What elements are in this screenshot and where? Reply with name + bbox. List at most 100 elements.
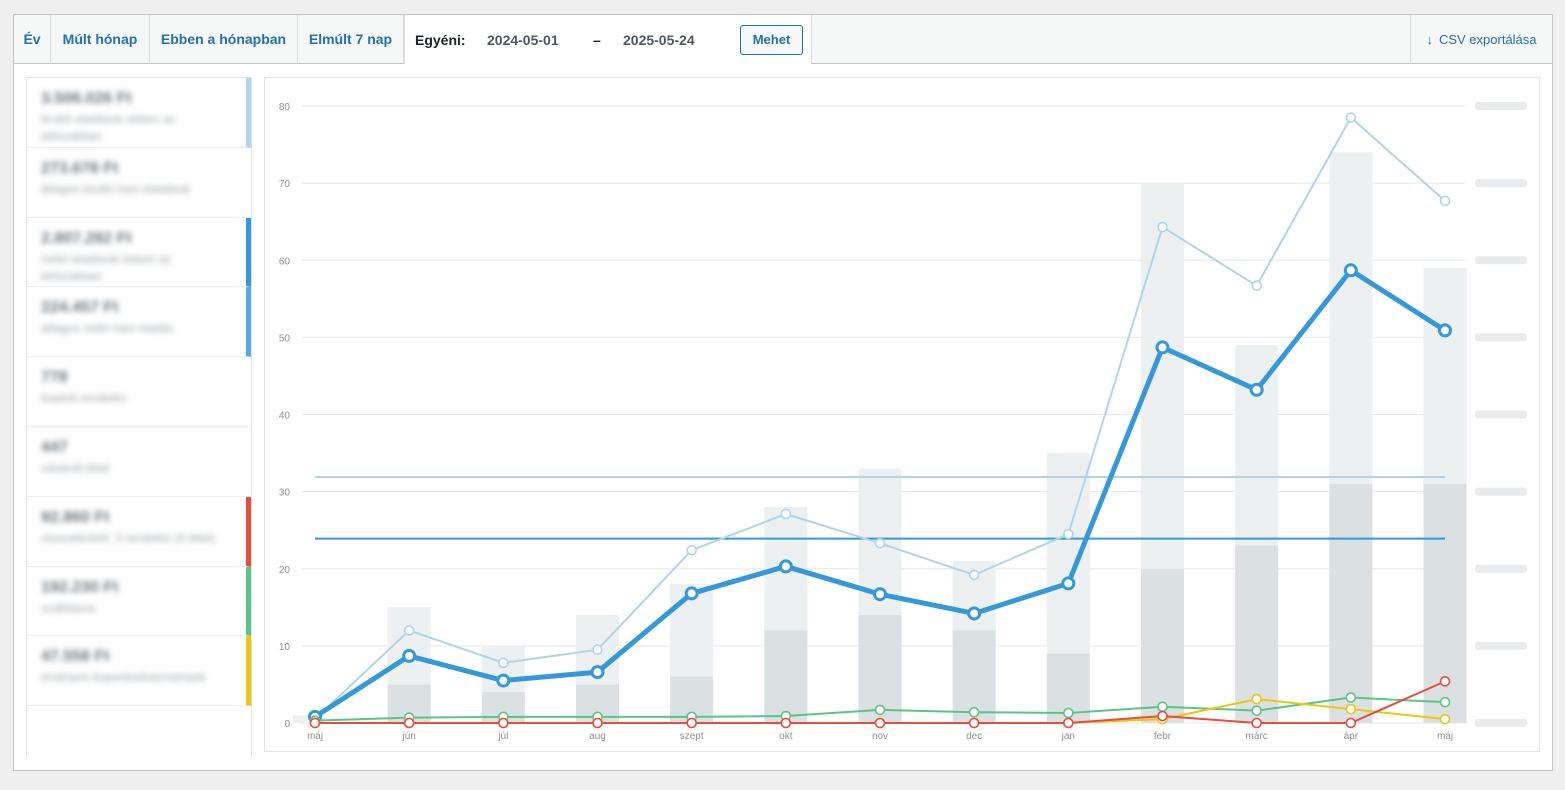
data-point — [498, 657, 509, 669]
y2-tick-label-blurred — [1475, 641, 1527, 650]
data-point — [402, 648, 417, 663]
bar — [293, 715, 320, 723]
legend-amount: 778 — [41, 369, 68, 387]
data-point — [1438, 323, 1452, 338]
data-point — [496, 673, 511, 688]
data-point — [686, 717, 697, 729]
y-tick-label: 10 — [279, 642, 291, 653]
data-point — [590, 665, 605, 680]
legend-description: leadott rendelés — [41, 391, 127, 406]
data-point — [1343, 263, 1358, 278]
legend-description: szállításra — [41, 600, 96, 615]
data-point — [780, 717, 792, 729]
y2-tick-label-blurred — [1475, 564, 1527, 573]
data-point — [1157, 701, 1168, 713]
csv-export-label: CSV exportálása — [1438, 32, 1537, 47]
legend-description: bruttó eladások ebben az időszakban — [41, 112, 176, 143]
data-point — [498, 717, 509, 729]
legend-item[interactable]: 47.558 Ft érvényes kuponkedvezmények — [27, 636, 251, 707]
data-point — [1439, 676, 1451, 687]
legend-item[interactable]: 3.506.026 Ft bruttó eladások ebben az idő… — [27, 78, 251, 148]
data-point — [874, 537, 886, 549]
legend-item[interactable]: 92.860 Ft visszatérített: 3 rendelés (4 t… — [27, 496, 251, 567]
data-point — [1251, 280, 1262, 292]
date-separator: – — [593, 32, 601, 48]
date-to-input[interactable]: 2025-05-24 — [623, 32, 695, 48]
data-point — [873, 587, 887, 602]
x-tick-label: febr — [1154, 731, 1172, 742]
legend-description: nettó eladások ebben az időszakban — [41, 251, 172, 283]
x-tick-label: máj — [307, 731, 323, 742]
data-point — [1439, 195, 1451, 207]
x-tick-label: jún — [401, 731, 415, 742]
bar — [764, 630, 808, 723]
download-arrow-icon: ↓ — [1426, 32, 1433, 47]
data-point — [592, 717, 603, 729]
data-point — [686, 544, 697, 556]
legend-item[interactable]: 447 vásárolt tétel — [27, 426, 251, 497]
legend-item[interactable]: 224.457 Ft átlagos nettó havi eladás — [27, 287, 251, 358]
sales-chart: 0 10 20 30 40 50 60 70 80 máj jún júl aug szept okt nov… — [279, 102, 1527, 742]
data-point — [1439, 696, 1451, 708]
y2-tick-label-blurred — [1475, 179, 1527, 188]
report-frame: Év Múlt hónap Ebben a hónapban Elmúlt 7 … — [13, 14, 1553, 771]
legend-description: átlagos bruttó havi eladások — [41, 181, 191, 196]
legend-amount: 92.860 Ft — [41, 508, 110, 526]
y-tick-label: 0 — [284, 719, 290, 730]
tab-last-7-days[interactable]: Elmúlt 7 nap — [298, 15, 404, 64]
legend-amount: 273.678 Ft — [41, 159, 119, 177]
data-point — [684, 586, 699, 601]
y2-tick-label-blurred — [1475, 333, 1527, 342]
custom-range-label: Egyéni: — [415, 32, 466, 48]
data-point — [1063, 528, 1074, 540]
data-point — [1251, 705, 1262, 716]
go-button[interactable]: Mehet — [740, 25, 803, 55]
y2-tick-label-blurred — [1475, 102, 1527, 110]
data-point — [1063, 707, 1074, 719]
data-point — [592, 644, 603, 656]
data-point — [1061, 576, 1076, 591]
y-tick-label: 50 — [279, 333, 291, 344]
legend-item[interactable]: 192.230 Ft szállításra — [27, 566, 251, 637]
legend-description: visszatérített: 3 rendelés (4 tétel) — [41, 530, 216, 545]
legend-item[interactable]: 2.807.282 Ft nettó eladások ebben az idős… — [27, 217, 251, 288]
y-tick-label: 30 — [279, 488, 291, 499]
legend-amount: 3.506.026 Ft — [41, 90, 132, 107]
y-tick-label: 60 — [279, 256, 291, 267]
legend-amount: 2.807.282 Ft — [41, 229, 132, 247]
range-tabbar: Év Múlt hónap Ebben a hónapban Elmúlt 7 … — [14, 15, 1552, 64]
x-tick-label: máj — [1437, 731, 1453, 742]
csv-export-button[interactable]: ↓ CSV exportálása — [1410, 15, 1552, 64]
legend-amount: 224.457 Ft — [41, 299, 119, 317]
y2-tick-label-blurred — [1475, 256, 1527, 265]
data-point — [1345, 717, 1357, 729]
data-point — [1439, 713, 1451, 725]
y2-tick-label-blurred — [1475, 719, 1527, 727]
data-point — [1249, 382, 1264, 397]
x-tick-label: júl — [497, 731, 508, 742]
legend-item[interactable]: 778 leadott rendelés — [27, 357, 251, 427]
x-tick-label: ápr — [1344, 731, 1359, 742]
custom-range: Egyéni: 2024-05-01 – 2025-05-24 Mehet — [404, 15, 812, 64]
data-point — [1345, 703, 1357, 715]
data-point — [1063, 717, 1074, 729]
chart-legend: 3.506.026 Ft bruttó eladások ebben az idő… — [26, 77, 252, 757]
tab-last-month[interactable]: Múlt hónap — [51, 15, 150, 64]
x-tick-label: szept — [680, 731, 704, 742]
data-point — [780, 508, 792, 520]
legend-description: vásárolt tétel — [41, 460, 110, 475]
x-tick-label: jan — [1061, 731, 1075, 742]
x-tick-label: nov — [872, 731, 888, 742]
legend-item[interactable]: 273.678 Ft átlagos bruttó havi eladások — [27, 147, 251, 218]
data-point — [874, 717, 886, 729]
y-tick-label: 20 — [279, 565, 291, 576]
y-tick-label: 80 — [279, 102, 291, 113]
legend-amount: 192.230 Ft — [41, 578, 119, 596]
tab-this-month[interactable]: Ebben a hónapban — [150, 15, 298, 64]
data-point — [1155, 340, 1170, 355]
legend-description: átlagos nettó havi eladás — [41, 321, 174, 336]
date-from-input[interactable]: 2024-05-01 — [487, 32, 559, 48]
legend-amount: 47.558 Ft — [41, 648, 110, 666]
y-tick-label: 40 — [279, 411, 291, 422]
tab-year[interactable]: Év — [14, 15, 51, 64]
